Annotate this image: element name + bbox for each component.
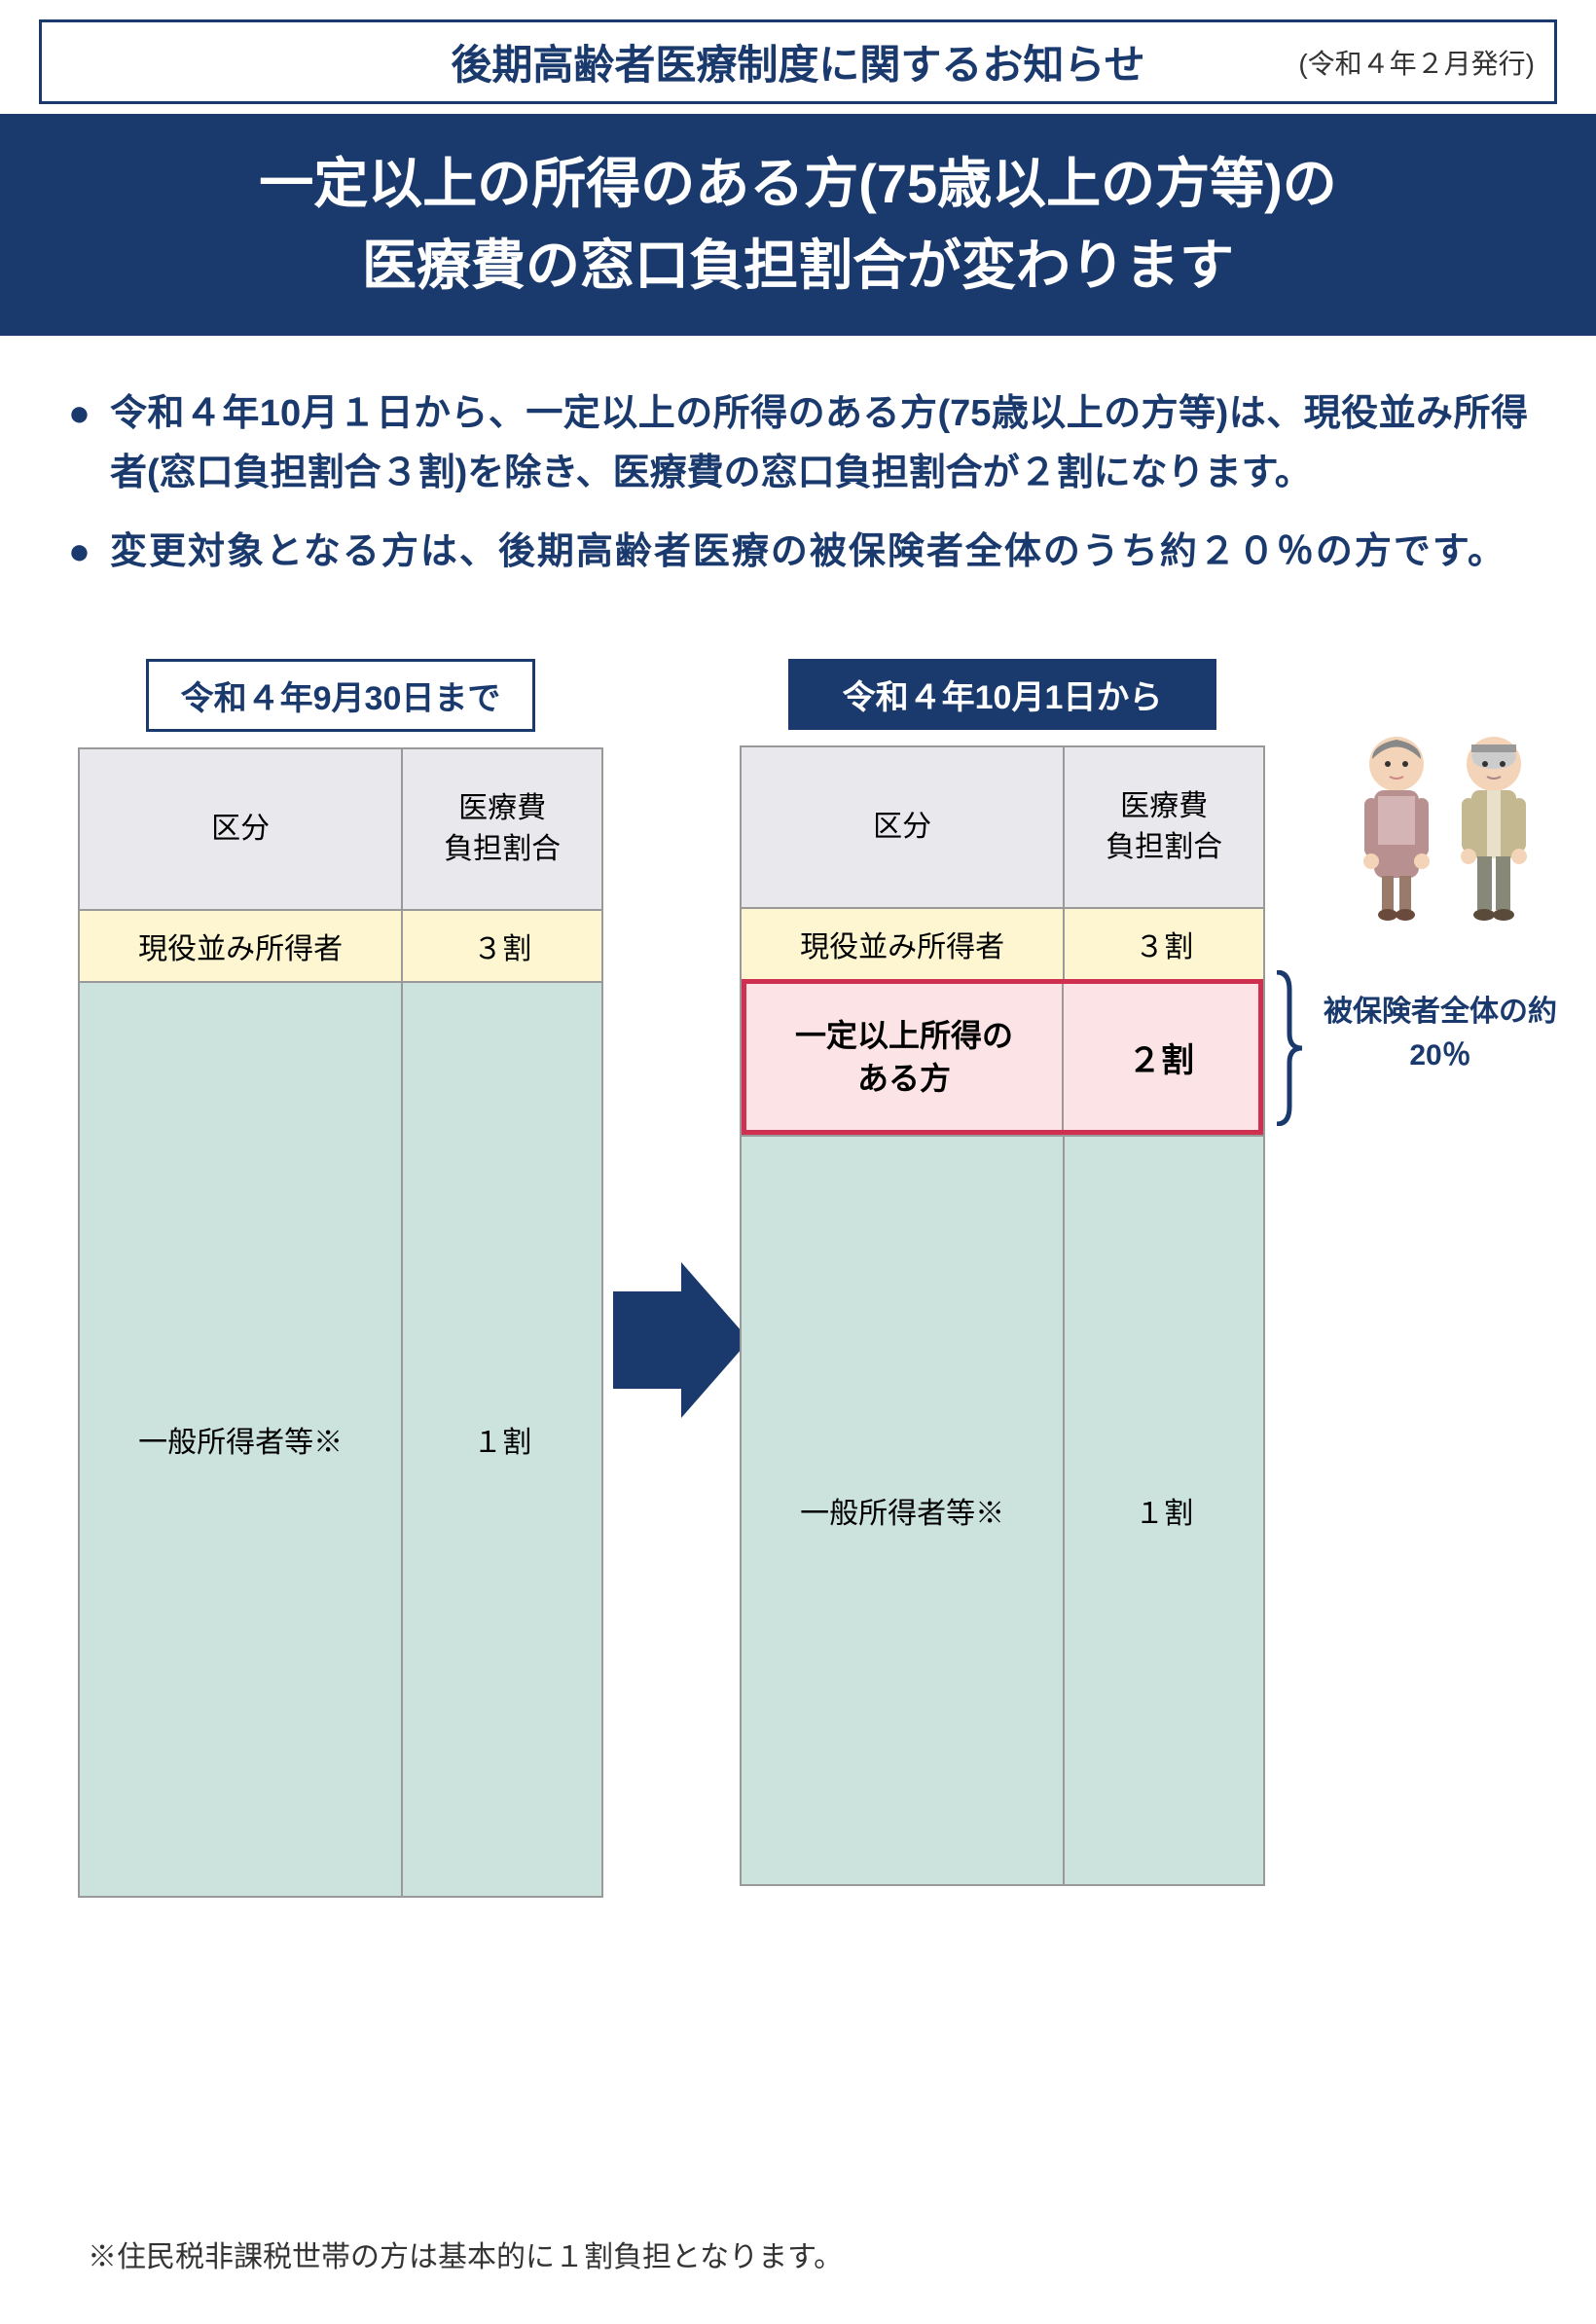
table-before-grid: 区分 医療費 負担割合 現役並み所得者 ３割 一般所得者等※ １割 [78, 747, 603, 1898]
cell: 一定以上所得の ある方 [746, 984, 1064, 1130]
table-row: 一般所得者等※ １割 [742, 1135, 1263, 1884]
table-after-grid: 区分 医療費 負担割合 現役並み所得者 ３割 一定以上所得の ある方 ２割 一般… [740, 745, 1265, 1886]
cell: １割 [403, 983, 601, 1896]
cell: 一般所得者等※ [742, 1137, 1065, 1884]
table-row: 一般所得者等※ １割 [80, 981, 601, 1896]
header-date: (令和４年２月発行) [1298, 43, 1535, 82]
bullet-list: ● 令和４年10月１日から、一定以上の所得のある方(75歳以上の方等)は、現役並… [0, 336, 1596, 630]
cell: １割 [1065, 1137, 1263, 1884]
col-header: 区分 [80, 749, 403, 909]
table-before-title: 令和４年9月30日まで [146, 659, 535, 732]
table-row: 現役並み所得者 ３割 [742, 907, 1263, 979]
bullet-dot-icon: ● [68, 523, 91, 582]
bracket-icon [1275, 970, 1304, 1126]
col-header: 区分 [742, 747, 1065, 907]
bullet-item: ● 変更対象となる方は、後期高齢者医療の被保険者全体のうち約２０％の方です。 [68, 523, 1528, 582]
table-after: 令和４年10月1日から 区分 医療費 負担割合 現役並み所得者 ３割 一定以上所… [740, 659, 1265, 1886]
cell: 現役並み所得者 [80, 911, 403, 981]
table-after-title: 令和４年10月1日から [788, 659, 1216, 730]
cell: ３割 [1065, 909, 1263, 979]
table-row-highlight: 一定以上所得の ある方 ２割 [742, 979, 1263, 1135]
comparison-diagram: 令和４年9月30日まで 区分 医療費 負担割合 現役並み所得者 ３割 一般所得者… [58, 659, 1557, 2002]
col-header: 医療費 負担割合 [1065, 747, 1263, 907]
bullet-text: 令和４年10月１日から、一定以上の所得のある方(75歳以上の方等)は、現役並み所… [110, 384, 1528, 503]
col-header: 医療費 負担割合 [403, 749, 601, 909]
footnote: ※住民税非課税世帯の方は基本的に１割負担となります。 [88, 2233, 843, 2275]
bullet-text: 変更対象となる方は、後期高齢者医療の被保険者全体のうち約２０％の方です。 [110, 523, 1506, 582]
banner-line1: 一定以上の所得のある方(75歳以上の方等)の [19, 143, 1577, 225]
table-head: 区分 医療費 負担割合 [80, 749, 601, 909]
cell: 一般所得者等※ [80, 983, 403, 1896]
table-before: 令和４年9月30日まで 区分 医療費 負担割合 現役並み所得者 ３割 一般所得者… [78, 659, 603, 1898]
bullet-dot-icon: ● [68, 384, 91, 444]
header-box: 後期高齢者医療制度に関するお知らせ (令和４年２月発行) [39, 19, 1557, 104]
banner-line2: 医療費の窓口負担割合が変わります [19, 225, 1577, 307]
cell: ２割 [1064, 984, 1258, 1130]
table-head: 区分 医療費 負担割合 [742, 747, 1263, 907]
bullet-item: ● 令和４年10月１日から、一定以上の所得のある方(75歳以上の方等)は、現役並… [68, 384, 1528, 503]
bracket-label: 被保険者全体の約20％ [1314, 990, 1567, 1077]
main-banner: 一定以上の所得のある方(75歳以上の方等)の 医療費の窓口負担割合が変わります [0, 114, 1596, 336]
cell: ３割 [403, 911, 601, 981]
cell: 現役並み所得者 [742, 909, 1065, 979]
table-row: 現役並み所得者 ３割 [80, 909, 601, 981]
